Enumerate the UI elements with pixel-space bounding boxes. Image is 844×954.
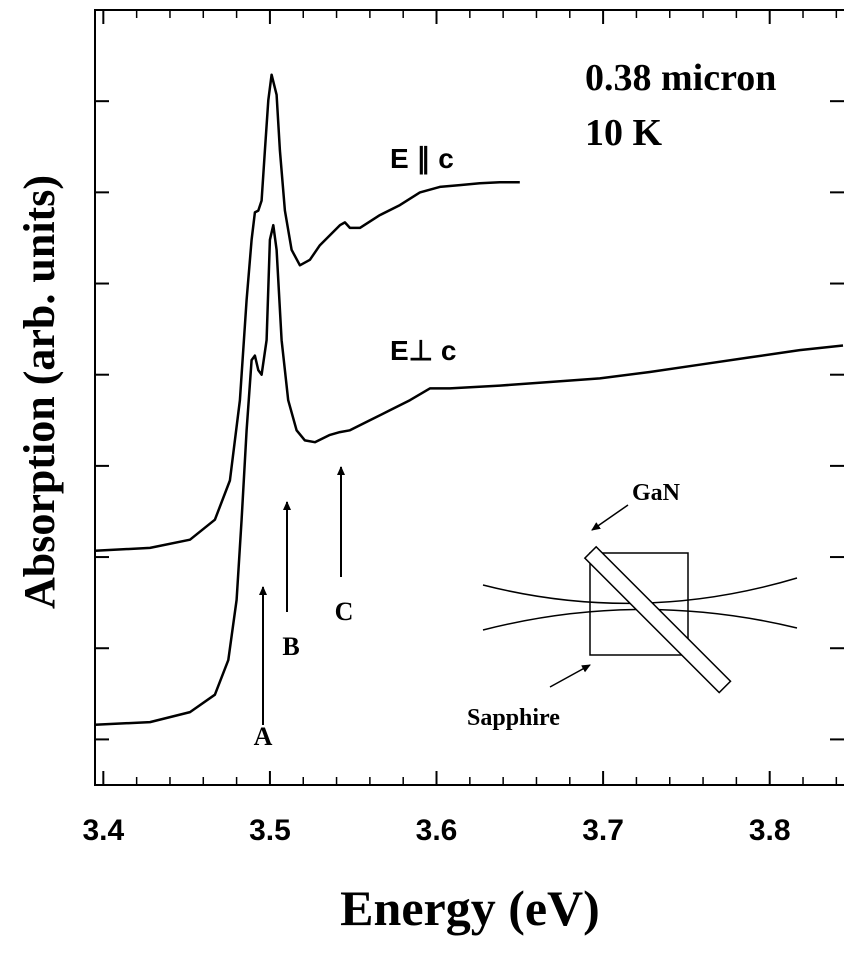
data-line <box>94 223 844 727</box>
x-axis-title: Energy (eV) <box>340 880 600 936</box>
annotation: GaN <box>632 480 681 506</box>
x-tick-label: 3.8 <box>749 814 791 847</box>
x-tick-label: 3.6 <box>416 814 458 847</box>
annotation: B <box>282 632 299 661</box>
annotation: A <box>254 722 273 751</box>
inset-diagram <box>482 504 798 694</box>
curve-label: E⊥ c <box>390 335 456 366</box>
y-axis-title: Absorption (arb. units) <box>15 175 64 609</box>
annotation: Sapphire <box>467 705 560 731</box>
curve-label: E ∥ c <box>390 143 454 175</box>
x-tick-label: 3.7 <box>582 814 624 847</box>
data-line <box>94 73 520 552</box>
annotation: 10 K <box>585 112 663 154</box>
annotation: C <box>335 597 354 626</box>
x-tick-label: 3.4 <box>82 814 124 847</box>
x-tick-label: 3.5 <box>249 814 291 847</box>
plot-frame <box>94 9 844 786</box>
annotation: 0.38 micron <box>585 57 776 99</box>
